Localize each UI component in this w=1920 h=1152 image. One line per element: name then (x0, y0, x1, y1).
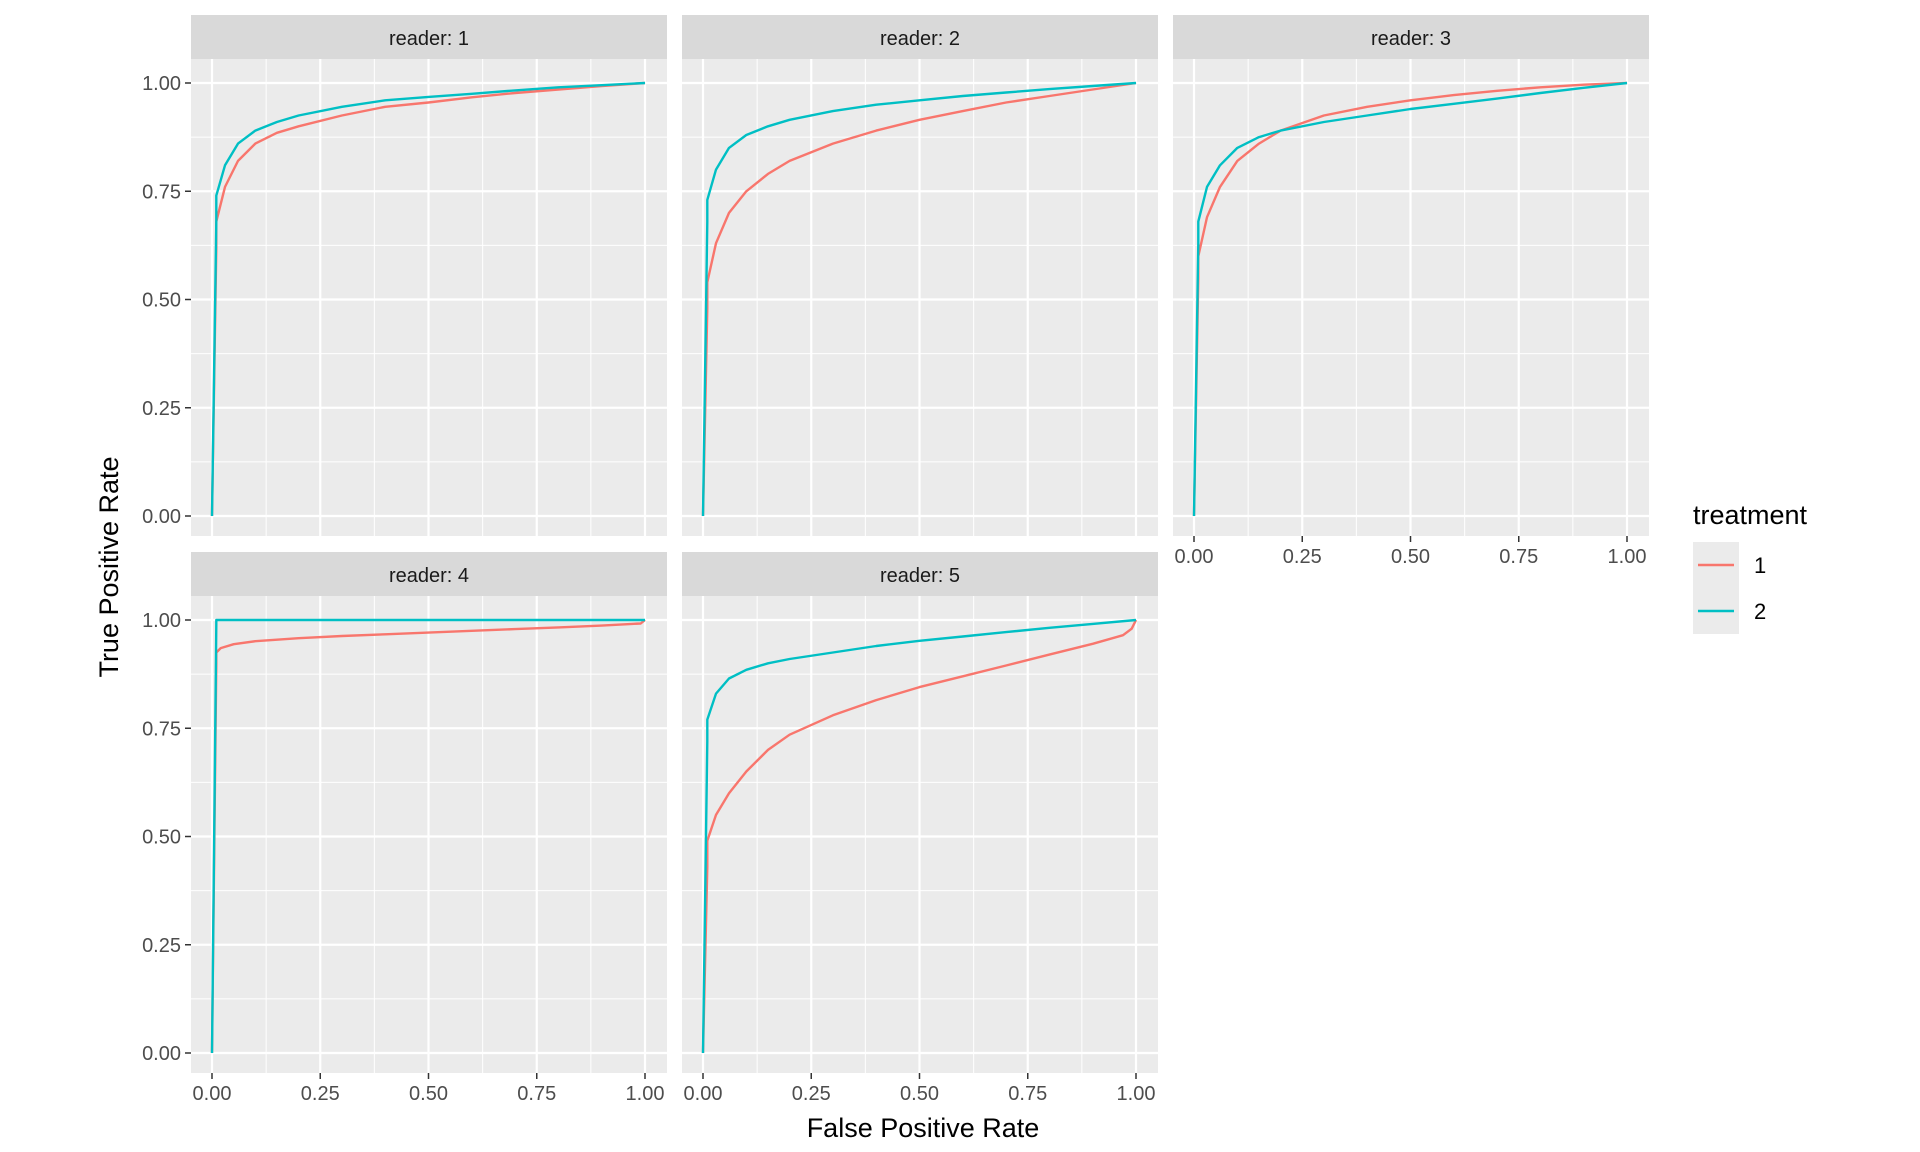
y-tick-label: 0.00 (142, 1043, 181, 1065)
y-tick-label: 1.00 (142, 610, 181, 632)
x-tick-label: 0.00 (684, 1083, 723, 1105)
facet-panel: reader: 1 (191, 15, 667, 536)
x-tick-label: 0.50 (409, 1083, 448, 1105)
strip-background (191, 552, 667, 596)
y-tick-label: 0.50 (142, 827, 181, 849)
y-tick-label: 0.75 (142, 718, 181, 740)
roc-curve-treatment-2 (701, 618, 1137, 1054)
panels-layer: reader: 1 reader: 2 reader: 3 reader: 4 read… (191, 15, 1649, 1073)
x-tick-label: 0.00 (1175, 546, 1214, 568)
roc-curve-treatment-2 (210, 81, 646, 517)
x-tick-label: 1.00 (1608, 546, 1647, 568)
legend-title: treatment (1693, 500, 1808, 530)
facet-panel: reader: 5 (682, 552, 1158, 1073)
x-tick-label: 0.00 (193, 1083, 232, 1105)
x-axis-title: False Positive Rate (807, 1113, 1040, 1143)
roc-curve-treatment-2 (1192, 81, 1628, 517)
x-tick-label: 0.75 (1499, 546, 1538, 568)
y-tick-label: 0.50 (142, 290, 181, 312)
x-tick-label: 1.00 (1117, 1083, 1156, 1105)
x-tick-label: 0.25 (792, 1083, 831, 1105)
strip-background (682, 15, 1158, 59)
x-tick-label: 0.25 (301, 1083, 340, 1105)
strip-background (682, 552, 1158, 596)
x-tick-label: 0.75 (1008, 1083, 1047, 1105)
strip-label: reader: 5 (880, 565, 960, 587)
roc-curve-treatment-1 (701, 81, 1137, 517)
x-tick-label: 1.00 (626, 1083, 665, 1105)
x-tick-label: 0.25 (1283, 546, 1322, 568)
y-tick-label: 0.00 (142, 506, 181, 528)
strip-label: reader: 3 (1371, 28, 1451, 50)
x-tick-label: 0.50 (1391, 546, 1430, 568)
roc-curve-treatment-1 (1192, 81, 1628, 517)
x-tick-label: 0.50 (900, 1083, 939, 1105)
y-axis-title: True Positive Rate (94, 456, 124, 677)
facet-panel: reader: 2 (682, 15, 1158, 536)
strip-label: reader: 4 (389, 565, 469, 587)
facet-panel: reader: 4 (191, 552, 667, 1073)
y-tick-label: 0.25 (142, 935, 181, 957)
roc-curve-treatment-1 (210, 81, 646, 517)
roc-curve-treatment-2 (701, 81, 1137, 517)
y-tick-label: 0.75 (142, 181, 181, 203)
roc-curve-treatment-1 (701, 619, 1138, 1054)
legend-label: 1 (1754, 553, 1766, 578)
axes-layer: 0.00 0.25 0.50 0.75 1.00 0.00 0.25 0.50 0.75 1.00… (142, 73, 1646, 1105)
y-tick-label: 0.25 (142, 398, 181, 420)
strip-background (1173, 15, 1649, 59)
strip-label: reader: 1 (389, 28, 469, 50)
facet-panel: reader: 3 (1173, 15, 1649, 536)
legend: treatment 1 2 (1693, 500, 1808, 634)
roc-curve-treatment-2 (210, 618, 645, 1054)
strip-label: reader: 2 (880, 28, 960, 50)
legend-label: 2 (1754, 599, 1766, 624)
roc-curve-treatment-1 (210, 619, 646, 1054)
x-tick-label: 0.75 (517, 1083, 556, 1105)
y-tick-label: 1.00 (142, 73, 181, 95)
strip-background (191, 15, 667, 59)
